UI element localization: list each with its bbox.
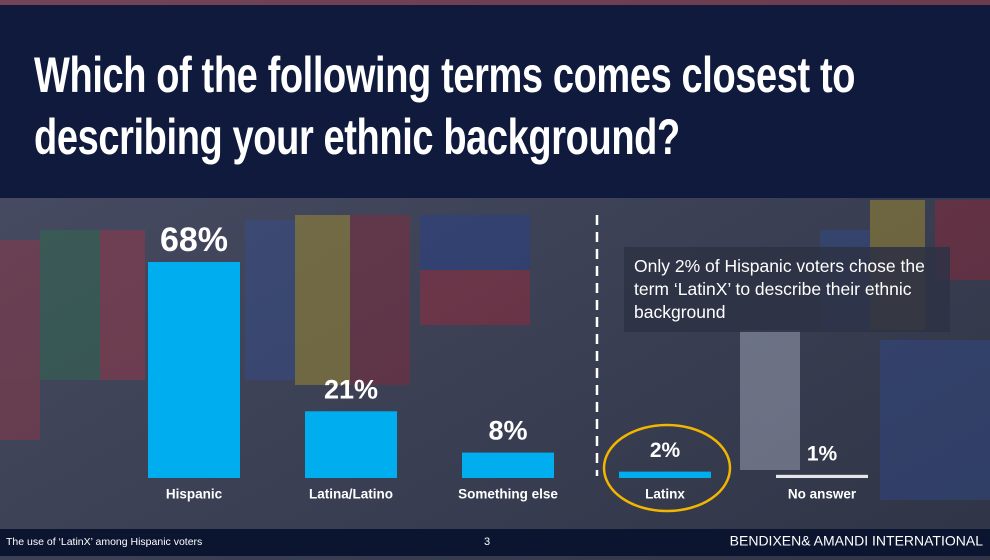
category-label: Something else [458,487,558,502]
category-label: Latinx [645,487,685,502]
footer-left: The use of ‘LatinX’ among Hispanic voter… [6,536,202,548]
bar [462,452,554,478]
value-label: 8% [488,416,527,446]
bar [619,471,711,478]
value-label: 2% [650,439,681,462]
bars: 68% Hispanic 21% Latina/Latino 8% Something e… [148,221,868,502]
highlight-ring [602,423,732,513]
page-number: 3 [484,536,490,548]
value-label: 21% [324,374,378,404]
bar [148,262,240,478]
title-band [0,5,990,198]
category-label: Latina/Latino [309,487,393,502]
annotation: Only 2% of Hispanic voters chose the ter… [624,247,950,332]
bar [305,411,397,478]
chart-title: Which of the following terms comes close… [34,47,856,165]
value-label: 1% [807,442,838,465]
category-label: Hispanic [166,487,223,502]
bar [776,474,868,478]
value-label: 68% [160,221,228,259]
category-label: No answer [788,487,857,502]
footer-band [0,529,990,556]
footer-right: BENDIXEN& AMANDI INTERNATIONAL [730,533,984,549]
flag-decoration [0,0,990,500]
